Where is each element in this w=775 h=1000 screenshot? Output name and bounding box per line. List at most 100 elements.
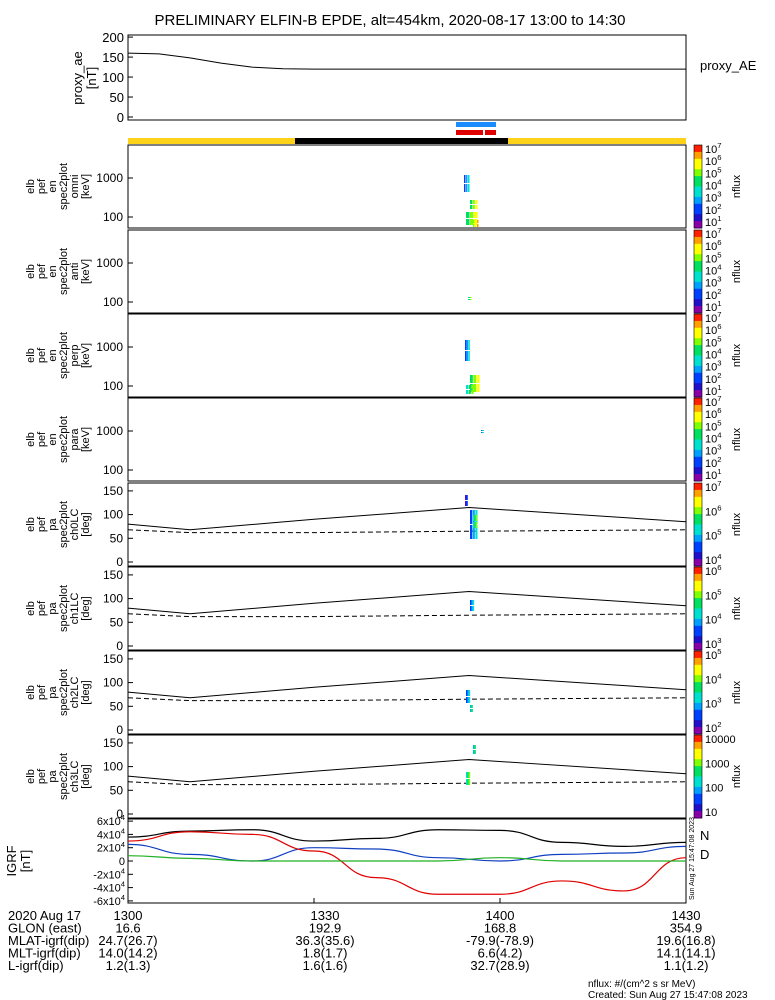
colorbar-segment: [694, 362, 702, 367]
panel-proxy-ae: 0 50 100 150 200 proxy_AE proxy_ae [nT]: [70, 30, 757, 125]
para-frame: [127, 397, 687, 482]
colorbar-segment: [694, 453, 702, 458]
colorbar-label: nflux: [731, 764, 743, 788]
spectrogram-cell: [468, 697, 471, 703]
colorbar-segment: [694, 720, 702, 725]
footer-created: Created: Sun Aug 27 15:47:08 2023: [588, 990, 748, 1000]
colorbar-frame: [693, 397, 703, 482]
tick-label: 100: [103, 760, 123, 774]
spectrogram-cell: [476, 384, 480, 392]
ephem-value: 168.8: [484, 921, 517, 936]
ch3LC-ylabel: pa: [47, 770, 59, 783]
figure-title: PRELIMINARY ELFIN-B EPDE, alt=454km, 202…: [155, 12, 626, 29]
colorbar-segment: [694, 224, 702, 229]
tick-label: 100: [103, 508, 123, 522]
ch2LC-ylabel: pa: [47, 686, 59, 699]
colorbar-segment: [694, 727, 702, 732]
colorbar-segment: [694, 625, 702, 630]
colorbar-segment: [694, 415, 702, 420]
tick-label: 200: [102, 30, 124, 45]
para-ylabel: para: [69, 428, 81, 451]
ch0LC-ylabel: pa: [47, 518, 59, 531]
tick-label: 100: [103, 676, 123, 690]
colorbar-segment: [694, 233, 702, 238]
colorbar-segment: [694, 738, 702, 743]
ch1LC-ylabel: spec2plot: [58, 585, 70, 632]
ch3LC-colorbar: 10000 1000 100 10 nflux: [693, 734, 743, 819]
colorbar-segment: [694, 562, 702, 567]
spectrogram-cell: [466, 501, 468, 506]
colorbar-segment: [694, 418, 702, 423]
spectrogram-cell: [468, 340, 470, 350]
colorbar-segment: [694, 699, 702, 704]
tick-label: 107: [705, 310, 722, 325]
spectrogram-cell: [468, 184, 470, 192]
tick-label: 0: [116, 807, 123, 821]
ch0LC-frame: [127, 482, 687, 567]
omni-ylabel: elb: [25, 179, 37, 194]
tick-label: 104: [705, 178, 722, 193]
spectrogram-cell: [468, 772, 471, 778]
ephem-row-label: MLAT-igrf(dip): [8, 933, 89, 948]
ephem-value: 192.9: [309, 921, 342, 936]
colorbar-segment: [694, 274, 702, 279]
spectrogram-cell: [468, 385, 471, 389]
anti-loss-cone-line: [127, 529, 687, 534]
colorbar-segment: [694, 483, 702, 487]
ephem-value: 1330: [311, 908, 340, 923]
spectrogram-cell: [471, 606, 473, 611]
spectrogram-cell: [467, 772, 469, 778]
colorbar-segment: [694, 559, 702, 564]
ephem-row-label: MLT-igrf(dip): [8, 946, 81, 961]
igrf-ylabel: IGRF: [4, 845, 19, 876]
spectrogram-cell: [477, 220, 479, 223]
colorbar-segment: [694, 306, 702, 311]
ephem-value: -79.9(-78.9): [466, 933, 534, 948]
spectrogram-cell: [469, 297, 471, 298]
panel-ch3LC: elb pef pa spec2plot ch3LC [deg] 0 50 100 150 1000…: [25, 734, 743, 821]
colorbar-segment: [694, 793, 702, 798]
colorbar-segment: [694, 692, 702, 697]
tick-label: 101: [705, 383, 722, 398]
perp-ylabel: spec2plot: [58, 332, 70, 379]
spectrogram-cell: [474, 745, 476, 749]
tick-label: 100: [103, 210, 123, 224]
colorbar-segment: [694, 510, 702, 515]
tick-label: 105: [705, 647, 722, 662]
tick-label: 102: [705, 455, 722, 470]
tick-label: 1000: [705, 758, 729, 770]
tick-label: 104: [705, 263, 722, 278]
colorbar-segment: [694, 570, 702, 575]
tick-label: 106: [705, 563, 722, 578]
ephem-value: 354.9: [670, 921, 703, 936]
colorbar-segment: [694, 355, 702, 360]
colorbar-segment: [694, 800, 702, 805]
tick-label: 150: [102, 50, 124, 65]
colorbar-segment: [694, 489, 702, 494]
anti-ylabel: [keV]: [80, 259, 92, 284]
colorbar-segment: [694, 309, 702, 314]
anti-loss-cone-line: [127, 697, 687, 702]
ephem-value: 1.1(1.2): [664, 958, 709, 973]
ch1LC-ylabel: pef: [36, 600, 48, 616]
loss-cone-line: [127, 590, 687, 615]
spectrogram-cell: [468, 351, 470, 361]
tick-label: 103: [705, 359, 722, 374]
omni-ylabel: en: [47, 180, 59, 192]
colorbar-segment: [694, 548, 702, 553]
spectrogram-cell: [482, 432, 484, 433]
colorbar-segment: [694, 158, 702, 163]
colorbar-segment: [694, 189, 702, 194]
colorbar-segment: [694, 470, 702, 475]
colorbar-segment: [694, 632, 702, 637]
spectrogram-cell: [466, 772, 468, 778]
colorbar-segment: [694, 671, 702, 676]
spectrogram-cell: [466, 495, 468, 500]
colorbar-segment: [694, 622, 702, 627]
ephem-value: 14.0(14.2): [98, 946, 157, 961]
colorbar-segment: [694, 285, 702, 290]
